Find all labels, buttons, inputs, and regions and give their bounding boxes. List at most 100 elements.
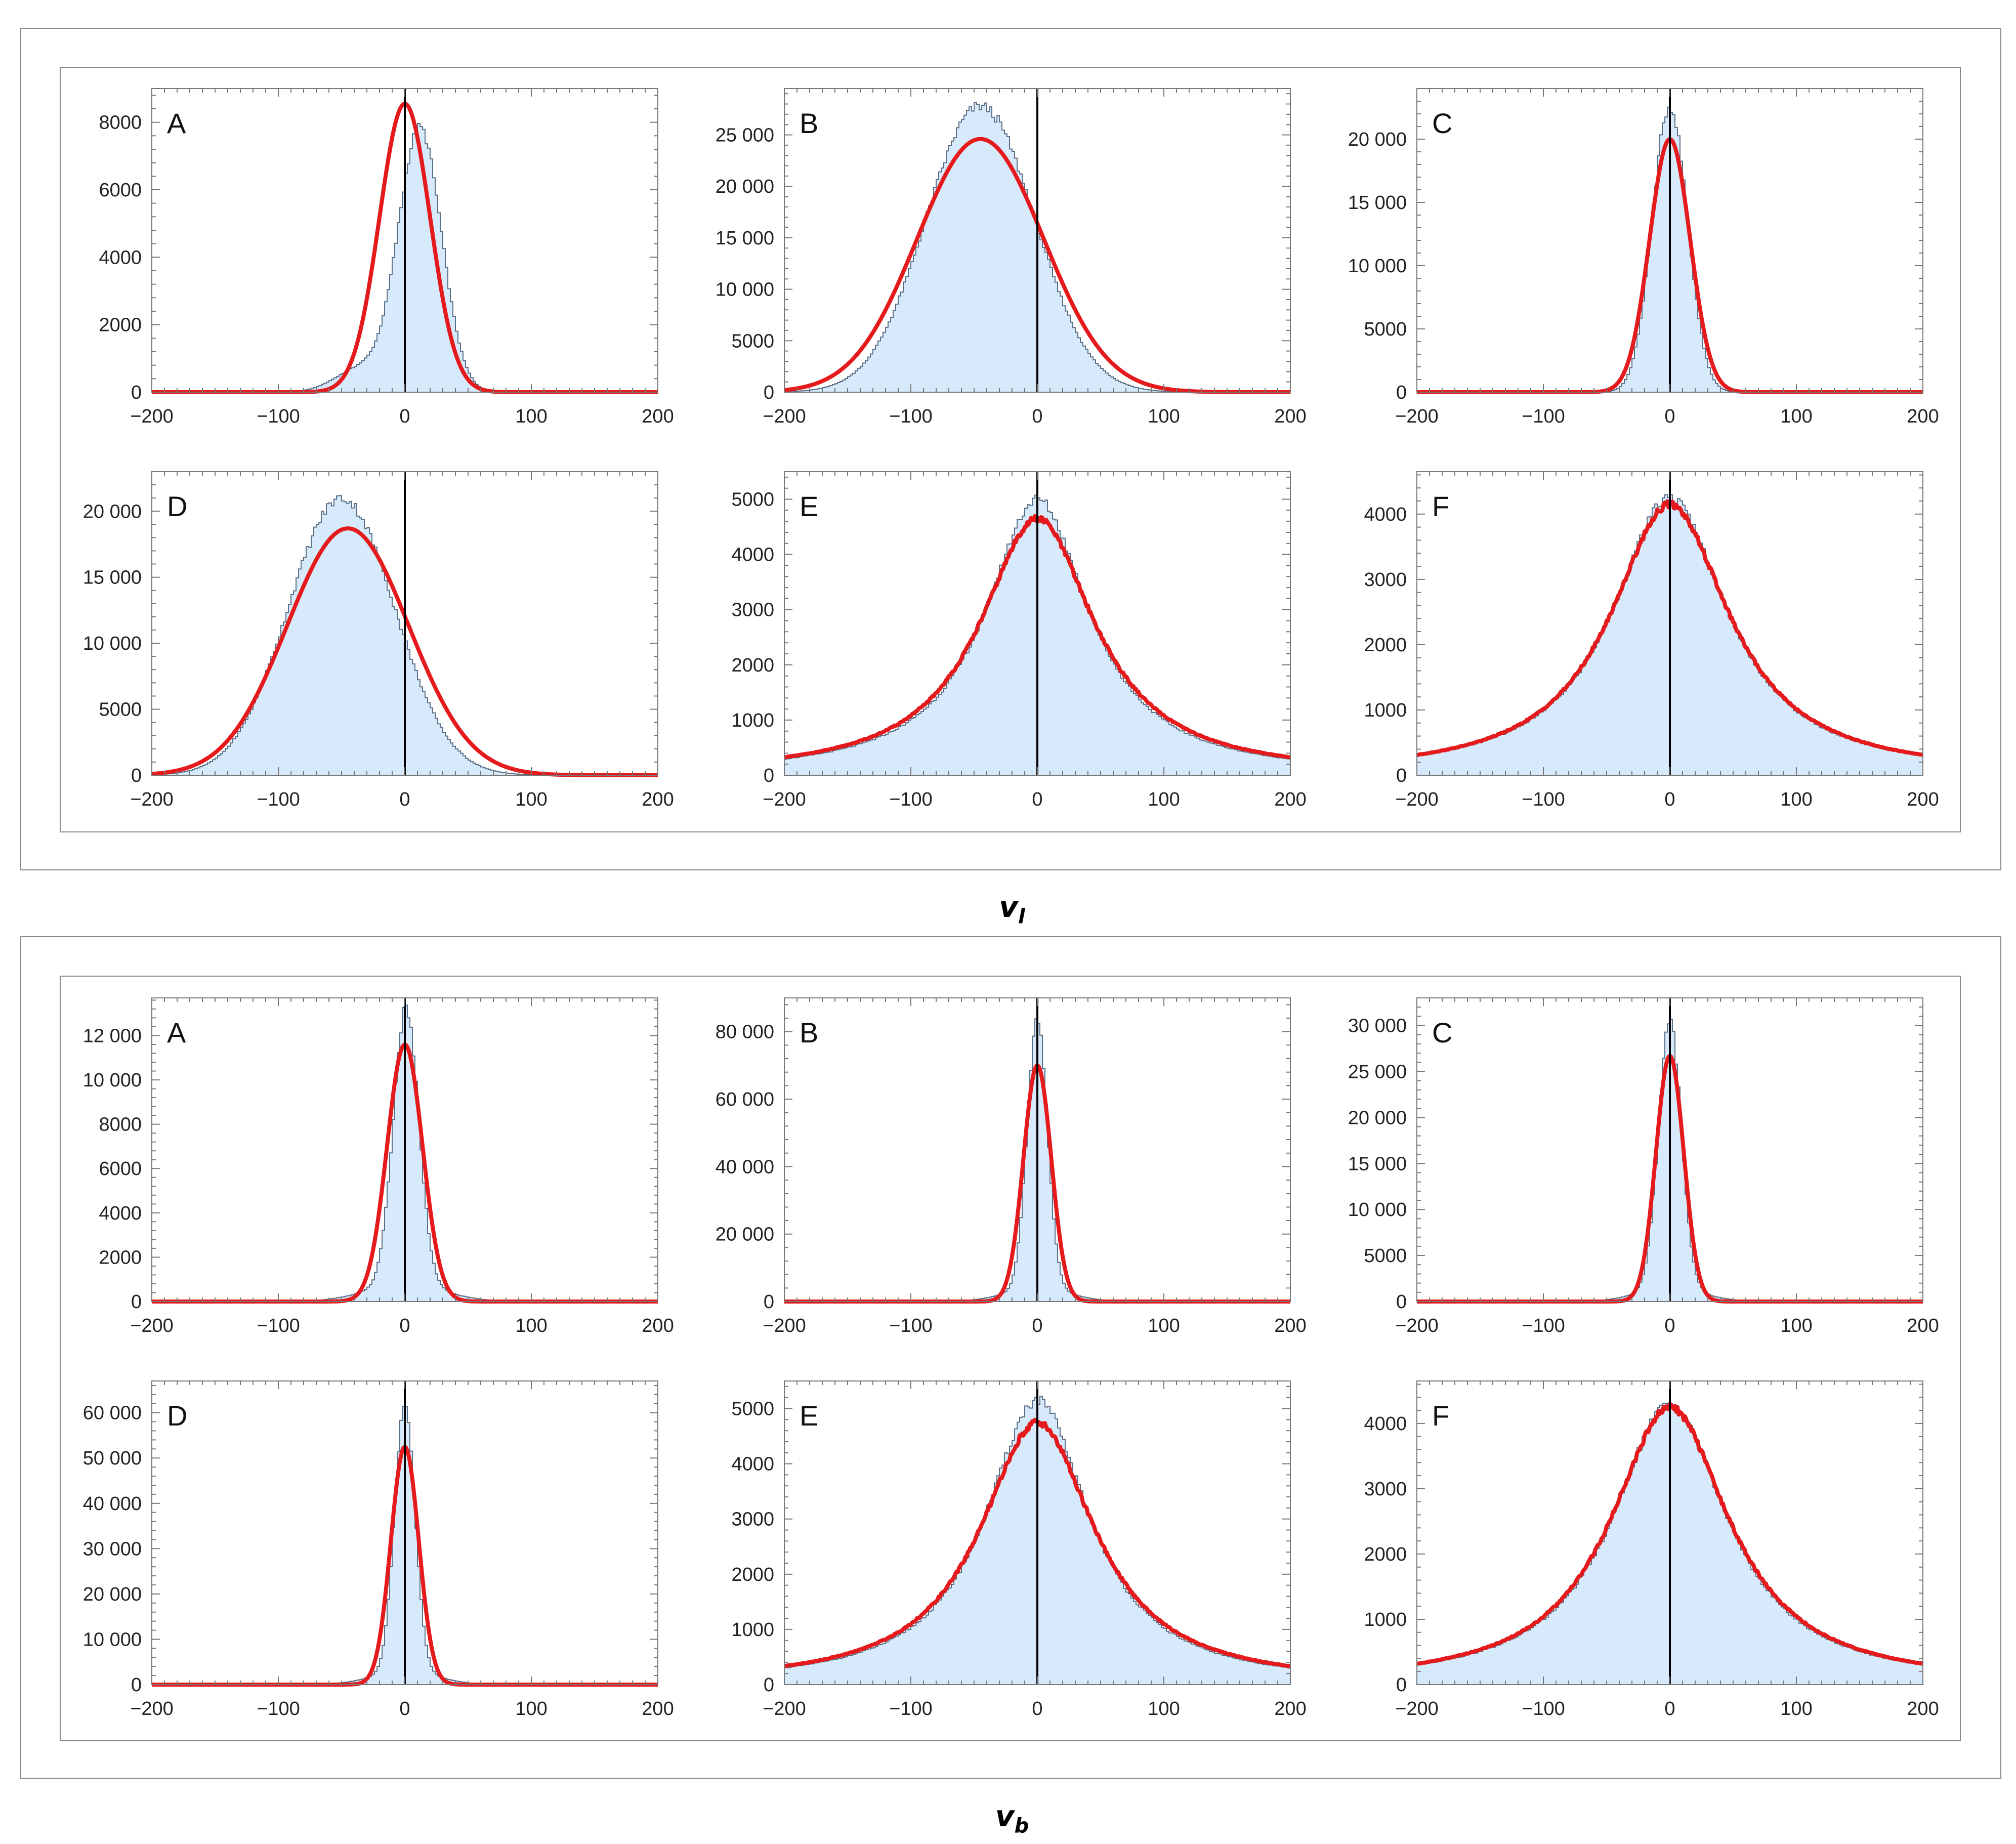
section-vb-label: vb <box>995 1799 1029 1838</box>
chart-vl-f-xtick-label: 0 <box>1664 789 1675 810</box>
chart-vb-e-ytick-label: 4000 <box>731 1454 774 1475</box>
chart-vl-d-xtick-label: 200 <box>642 789 674 810</box>
chart-vb-d-ytick-label: 20 000 <box>83 1584 142 1605</box>
chart-vl-a-xtick-label: 200 <box>642 406 674 427</box>
chart-vb-c-ytick-label: 30 000 <box>1348 1016 1407 1037</box>
chart-vl-a-xtick-label: −100 <box>257 406 300 427</box>
chart-vb-e-xtick-label: −200 <box>763 1698 806 1720</box>
chart-vl-d-ytick-label: 10 000 <box>83 633 142 654</box>
chart-vb-a-ytick-label: 4000 <box>99 1203 142 1224</box>
chart-vl-c-xtick-label: 200 <box>1907 406 1939 427</box>
chart-vb-a-ytick-label: 0 <box>131 1291 142 1313</box>
chart-vb-b-ytick-label: 0 <box>764 1291 774 1313</box>
chart-vb-b-xtick-label: 200 <box>1274 1315 1306 1336</box>
chart-vl-e-ytick-label: 0 <box>764 765 774 786</box>
chart-vl-e-xtick-label: 0 <box>1032 789 1042 810</box>
chart-vl-a-xtick-label: −200 <box>130 406 174 427</box>
chart-vl-b-panel-letter: B <box>800 107 818 139</box>
chart-vb-c-ytick-label: 0 <box>1396 1291 1407 1313</box>
chart-vb-d-xtick-label: 0 <box>399 1698 410 1720</box>
chart-vl-b-xtick-label: 100 <box>1148 406 1180 427</box>
chart-vl-c-ytick-label: 0 <box>1396 382 1407 403</box>
section-vl-label: vl <box>999 890 1025 929</box>
chart-vb-f-xtick-label: 100 <box>1780 1698 1812 1720</box>
chart-vb-a-ytick-label: 8000 <box>99 1114 142 1136</box>
chart-vb-c-ytick-label: 5000 <box>1364 1245 1407 1267</box>
chart-vl-e-panel-letter: E <box>800 490 818 522</box>
chart-vb-e-xtick-label: 200 <box>1274 1698 1306 1720</box>
chart-vb-a-ytick-label: 10 000 <box>83 1070 142 1091</box>
chart-vl-c-ytick-label: 5000 <box>1364 319 1407 340</box>
chart-vl-e-xtick-label: −100 <box>889 789 933 810</box>
chart-vb-c-ytick-label: 20 000 <box>1348 1107 1407 1128</box>
chart-vl-d-ytick-label: 5000 <box>99 699 142 721</box>
chart-vb-d-ytick-label: 50 000 <box>83 1448 142 1469</box>
chart-vb-c-xtick-label: −100 <box>1522 1315 1565 1336</box>
chart-vb-a-panel-letter: A <box>167 1017 186 1049</box>
chart-vl-f-xtick-label: 200 <box>1907 789 1939 810</box>
chart-vl-c-ytick-label: 15 000 <box>1348 192 1407 214</box>
chart-vl-d-xtick-label: 100 <box>515 789 547 810</box>
chart-vl-e-xtick-label: 200 <box>1274 789 1306 810</box>
chart-vb-d-ytick-label: 60 000 <box>83 1403 142 1424</box>
chart-vl-e-ytick-label: 1000 <box>731 710 774 731</box>
chart-vl-d-ytick-label: 15 000 <box>83 567 142 589</box>
chart-vl-b-ytick-label: 20 000 <box>716 176 774 197</box>
chart-vb-d-xtick-label: −100 <box>257 1698 300 1720</box>
chart-vb-c-xtick-label: 100 <box>1780 1315 1812 1336</box>
chart-vl-e-xtick-label: 100 <box>1148 789 1180 810</box>
chart-vb-d-xtick-label: −200 <box>130 1698 174 1720</box>
chart-vb-d-xtick-label: 100 <box>515 1698 547 1720</box>
chart-vl-b-ytick-label: 25 000 <box>716 125 774 146</box>
chart-vb-b-ytick-label: 40 000 <box>716 1156 774 1178</box>
chart-vl-f-ytick-label: 0 <box>1396 765 1407 786</box>
chart-vb-e-ytick-label: 1000 <box>731 1619 774 1641</box>
chart-vl-c-ytick-label: 20 000 <box>1348 129 1407 150</box>
chart-vb-a-ytick-label: 12 000 <box>83 1025 142 1046</box>
chart-vl-b-ytick-label: 5000 <box>731 330 774 352</box>
chart-vb-e-ytick-label: 2000 <box>731 1564 774 1585</box>
chart-vl-d: −200 −100 0 100 200 0 5000 10 000 15 000 20 000 D <box>83 471 674 810</box>
chart-vb-c-ytick-label: 10 000 <box>1348 1199 1407 1221</box>
chart-vl-e-ytick-label: 5000 <box>731 489 774 511</box>
chart-vl-a-panel-letter: A <box>167 107 186 139</box>
chart-vb-c-panel-letter: C <box>1432 1017 1452 1049</box>
chart-vl-b-ytick-label: 0 <box>764 382 774 403</box>
chart-vb-c-ytick-label: 25 000 <box>1348 1061 1407 1082</box>
chart-vb-d-ytick-label: 0 <box>131 1674 142 1696</box>
chart-vb-b-ytick-label: 20 000 <box>716 1224 774 1245</box>
chart-vl-b-ytick-label: 15 000 <box>716 228 774 249</box>
chart-vb-f-xtick-label: −100 <box>1522 1698 1565 1720</box>
chart-vl-d-xtick-label: −100 <box>257 789 300 810</box>
chart-vl-d-panel-letter: D <box>167 490 187 522</box>
chart-vb-d-ytick-label: 10 000 <box>83 1629 142 1650</box>
chart-vl-e-ytick-label: 4000 <box>731 544 774 566</box>
chart-vb-b-xtick-label: −100 <box>889 1315 933 1336</box>
chart-vb-a-xtick-label: 100 <box>515 1315 547 1336</box>
chart-vl-a-ytick-label: 8000 <box>99 112 142 134</box>
chart-vb-c: −200 −100 0 100 200 0 5000 10 000 15 000 20 000 25… <box>1348 997 1939 1336</box>
chart-vb-f-ytick-label: 3000 <box>1364 1479 1407 1500</box>
chart-vb-d-xtick-label: 200 <box>642 1698 674 1720</box>
chart-vb-b-xtick-label: 100 <box>1148 1315 1180 1336</box>
chart-vb-f-ytick-label: 2000 <box>1364 1544 1407 1565</box>
chart-vb-f-ytick-label: 0 <box>1396 1674 1407 1696</box>
chart-vb-c-xtick-label: 200 <box>1907 1315 1939 1336</box>
chart-vl-f-xtick-label: −100 <box>1522 789 1565 810</box>
chart-vl-c-xtick-label: 0 <box>1664 406 1675 427</box>
chart-vb-d-panel-letter: D <box>167 1400 187 1432</box>
chart-vl-d-ytick-label: 0 <box>131 765 142 786</box>
chart-vb-f-xtick-label: 200 <box>1907 1698 1939 1720</box>
chart-vl-c-xtick-label: −200 <box>1395 406 1439 427</box>
chart-vb-a-xtick-label: −200 <box>130 1315 174 1336</box>
chart-vb-b-ytick-label: 80 000 <box>716 1022 774 1043</box>
chart-vb-b-ytick-label: 60 000 <box>716 1089 774 1110</box>
chart-vl-d-ytick-label: 20 000 <box>83 501 142 522</box>
chart-vl-b: −200 −100 0 100 200 0 5000 10 000 15 000 20 000 25… <box>716 88 1307 427</box>
chart-vb-c-xtick-label: 0 <box>1664 1315 1675 1336</box>
chart-vb-d-ytick-label: 40 000 <box>83 1493 142 1515</box>
